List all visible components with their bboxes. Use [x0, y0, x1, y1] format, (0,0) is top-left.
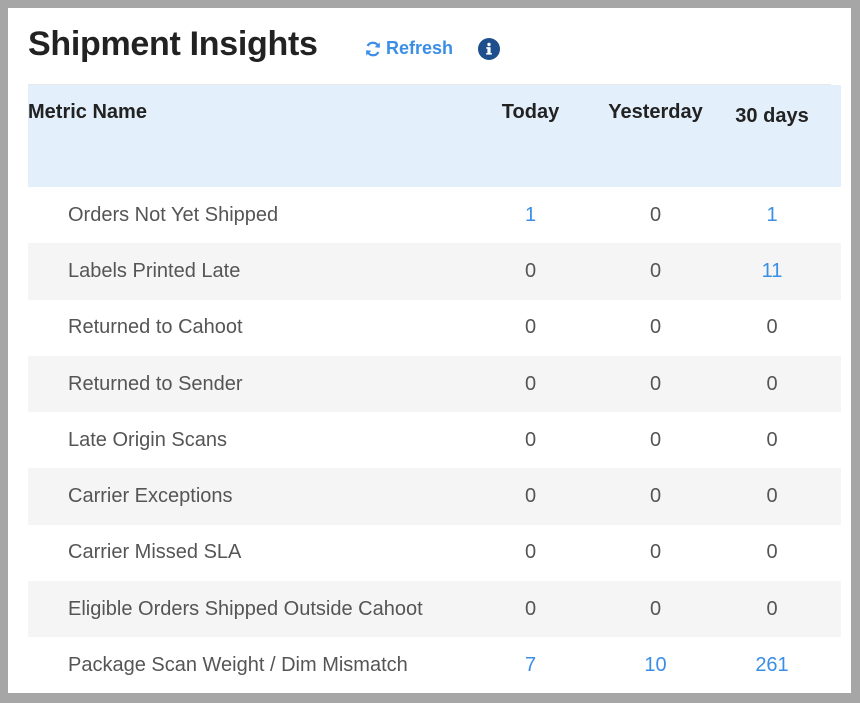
- value-today[interactable]: 7: [453, 637, 608, 693]
- value-30-days[interactable]: 11: [703, 243, 841, 299]
- refresh-icon: [366, 41, 380, 56]
- table-row: Eligible Orders Shipped Outside Cahoot 0…: [28, 581, 841, 638]
- value-today: 0: [524, 372, 537, 395]
- value-today: 0: [524, 485, 537, 508]
- value-30-days: 0: [766, 485, 778, 508]
- shipment-insights-panel: Shipment Insights Refresh Metric Name T: [8, 8, 851, 693]
- value-yesterday: 0: [649, 541, 662, 564]
- value-yesterday: 0: [649, 428, 662, 451]
- table-row: Labels Printed Late 0 0 11: [28, 243, 841, 300]
- metric-name: Returned to Sender: [68, 372, 243, 395]
- value-yesterday: 0: [649, 316, 662, 339]
- value-yesterday: 0: [649, 203, 662, 226]
- value-today: 0: [524, 259, 537, 282]
- value-today: 0: [524, 428, 537, 451]
- metric-name: Returned to Cahoot: [68, 316, 243, 339]
- column-header-metric-name: Metric Name: [28, 101, 147, 123]
- value-30-days: 0: [766, 316, 778, 339]
- metric-name: Late Origin Scans: [68, 428, 227, 451]
- table-row: Returned to Cahoot 0 0 0: [28, 300, 841, 356]
- refresh-label: Refresh: [386, 38, 454, 58]
- value-30-days: 0: [766, 597, 778, 620]
- value-yesterday: 0: [649, 372, 662, 395]
- value-link[interactable]: 7: [524, 654, 537, 677]
- value-30-days: 0: [766, 428, 778, 451]
- value-30-days[interactable]: 261: [703, 637, 841, 693]
- metric-name: Eligible Orders Shipped Outside Cahoot: [68, 597, 423, 620]
- info-glyph: [486, 42, 492, 55]
- table-row: Orders Not Yet Shipped 1 0 1: [28, 187, 841, 243]
- metric-name: Orders Not Yet Shipped: [68, 203, 279, 226]
- table-row: Carrier Exceptions 0 0 0: [28, 468, 841, 525]
- value-link[interactable]: 11: [761, 259, 783, 282]
- value-yesterday[interactable]: 10: [608, 637, 703, 693]
- value-link[interactable]: 1: [524, 203, 537, 226]
- column-header-30-days: 30 days: [735, 105, 809, 127]
- metrics-table: Metric Name Today Yesterday 30 days Orde…: [28, 85, 841, 694]
- table-row: Package Scan Weight / Dim Mismatch 7 10 …: [28, 637, 841, 693]
- info-icon[interactable]: [478, 38, 500, 60]
- value-link[interactable]: 261: [755, 654, 789, 677]
- value-yesterday: 0: [649, 485, 662, 508]
- value-yesterday: 0: [649, 259, 662, 282]
- metric-name: Package Scan Weight / Dim Mismatch: [68, 654, 408, 677]
- value-today[interactable]: 1: [453, 187, 608, 243]
- value-yesterday: 0: [649, 597, 662, 620]
- table-row: Late Origin Scans 0 0 0: [28, 412, 841, 468]
- value-today: 0: [524, 597, 537, 620]
- refresh-button[interactable]: Refresh: [364, 38, 453, 59]
- value-today: 0: [524, 316, 537, 339]
- value-today: 0: [524, 541, 537, 564]
- value-30-days: 0: [766, 541, 778, 564]
- value-30-days: 0: [766, 372, 778, 395]
- column-header-yesterday: Yesterday: [608, 101, 703, 123]
- panel-header: Shipment Insights Refresh: [28, 22, 831, 85]
- page-title: Shipment Insights: [28, 25, 318, 63]
- value-30-days[interactable]: 1: [703, 187, 841, 243]
- value-link[interactable]: 1: [766, 203, 778, 226]
- metric-name: Labels Printed Late: [68, 259, 241, 282]
- column-header-today: Today: [501, 101, 560, 123]
- metric-name: Carrier Exceptions: [68, 485, 233, 508]
- metric-name: Carrier Missed SLA: [68, 541, 242, 564]
- value-link[interactable]: 10: [644, 654, 667, 677]
- table-header-row: Metric Name Today Yesterday 30 days: [28, 85, 841, 187]
- table-row: Returned to Sender 0 0 0: [28, 355, 841, 413]
- table-row: Carrier Missed SLA 0 0 0: [28, 525, 841, 581]
